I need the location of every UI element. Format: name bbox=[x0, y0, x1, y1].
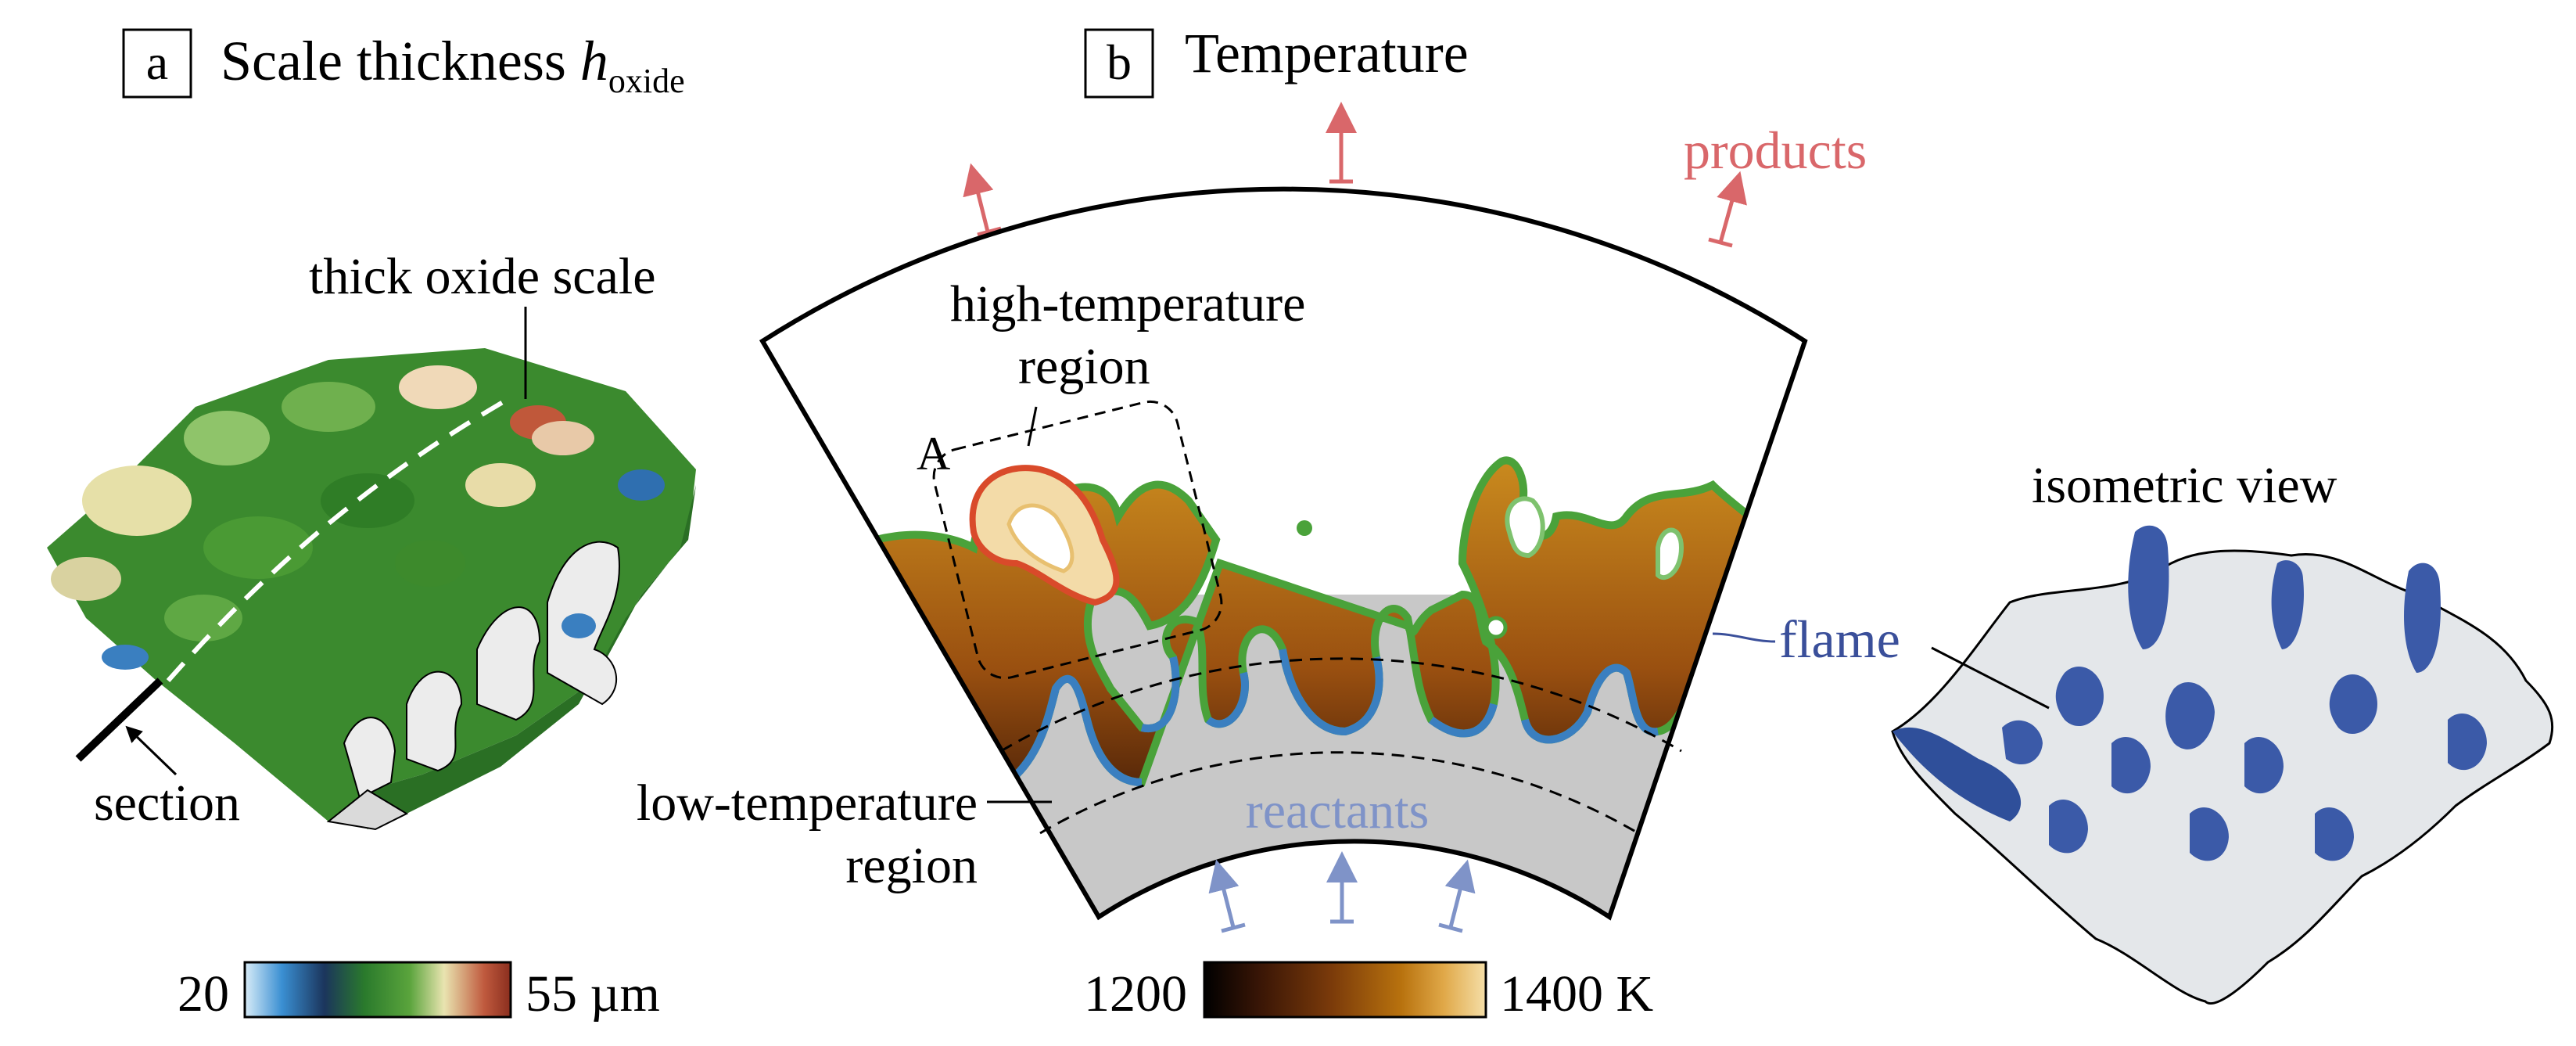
label-A: A bbox=[917, 428, 950, 480]
flame-label: flame bbox=[1779, 609, 1900, 669]
iso-flame-leader bbox=[1931, 646, 2050, 710]
hole-4 bbox=[1484, 616, 1508, 639]
temperature-colorbar-max: 1400 K bbox=[1500, 965, 1653, 1023]
low-temp-label-1: low-temperature bbox=[637, 775, 978, 832]
sector-outline bbox=[759, 186, 1808, 921]
thick-oxide-label: thick oxide scale bbox=[309, 248, 656, 305]
low-temp-arc-upper bbox=[1000, 657, 1682, 753]
section-marker bbox=[75, 678, 163, 762]
panel-b-title: Temperature bbox=[1185, 22, 1469, 84]
low-temp-label-2: region bbox=[845, 837, 978, 894]
oxide-colorbar bbox=[243, 961, 512, 1019]
isometric-label: isometric view bbox=[2032, 457, 2337, 514]
panel-b-letter: b bbox=[1107, 34, 1132, 90]
hole-5 bbox=[1297, 520, 1312, 536]
oxide-colorbar-min: 20 bbox=[178, 965, 229, 1023]
flame-front-blue-edge bbox=[1014, 649, 1659, 786]
high-temp-leader bbox=[1027, 406, 1038, 447]
product-arrows bbox=[963, 102, 1747, 248]
temperature-colorbar bbox=[1203, 961, 1487, 1019]
isometric-view: isometric view bbox=[1891, 457, 2554, 1005]
iso-flame-fingers bbox=[1893, 525, 2487, 861]
flame-leader bbox=[1712, 632, 1776, 643]
panel-a-letter: a bbox=[146, 34, 168, 90]
reactants-label: reactants bbox=[1246, 782, 1430, 839]
panel-b-letter-box bbox=[1084, 28, 1154, 99]
hole-2 bbox=[1505, 496, 1545, 559]
hole-3 bbox=[1656, 527, 1684, 581]
reactant-arrows bbox=[1208, 851, 1476, 933]
low-temp-arc-lower bbox=[1039, 751, 1639, 835]
oxide-surface-render bbox=[47, 348, 696, 831]
panel-a-letter-box bbox=[122, 28, 192, 99]
high-temp-label-1: high-temperature bbox=[950, 275, 1305, 332]
oxide-colorbar-max: 55 µm bbox=[526, 965, 660, 1023]
panel-b: b Temperature products bbox=[637, 22, 1900, 1023]
temperature-colorbar-min: 1200 bbox=[1084, 965, 1187, 1023]
products-label: products bbox=[1684, 120, 1867, 180]
high-temp-box bbox=[932, 400, 1223, 680]
burnt-region-upper bbox=[762, 189, 1805, 407]
high-temp-label-2: region bbox=[1018, 338, 1150, 395]
panel-a-title: Scale thickness hoxide bbox=[221, 30, 685, 100]
section-label: section bbox=[94, 775, 240, 832]
hole-1 bbox=[1006, 503, 1075, 573]
panel-a: a Scale thickness hoxide bbox=[47, 28, 696, 1023]
section-arrow bbox=[125, 725, 178, 776]
